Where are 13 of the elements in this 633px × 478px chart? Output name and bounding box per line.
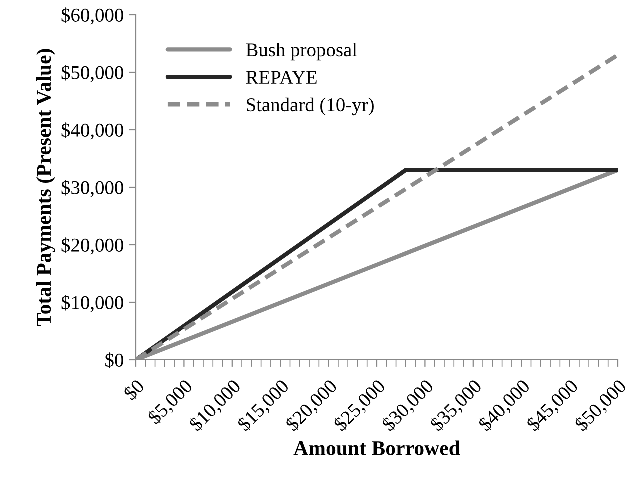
y-tick-label: $50,000 bbox=[62, 65, 124, 82]
y-tick-label: $30,000 bbox=[62, 180, 124, 198]
y-tick-label: $60,000 bbox=[62, 8, 124, 25]
x-tick-label: $0 bbox=[122, 378, 146, 402]
y-tick-label: $10,000 bbox=[62, 295, 124, 312]
legend-label: Standard (10-yr) bbox=[247, 98, 374, 116]
legend-label: REPAYE bbox=[246, 71, 317, 84]
y-axis-title: Total Payments (Present Value) bbox=[36, 49, 56, 326]
legend-label: Bush proposal bbox=[246, 42, 358, 61]
y-tick-label: $40,000 bbox=[62, 122, 124, 140]
y-tick-label: $0 bbox=[106, 352, 124, 368]
y-tick-label: $20,000 bbox=[62, 238, 124, 255]
x-axis-title: Amount Borrowed bbox=[294, 440, 460, 456]
